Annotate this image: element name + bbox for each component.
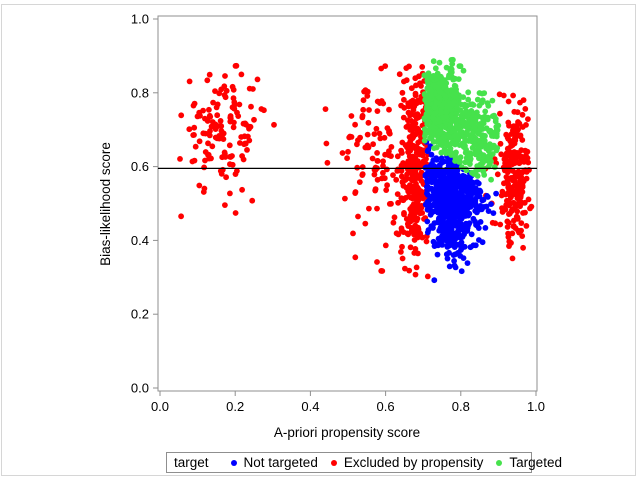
targeted-marker-dot [496, 459, 503, 466]
y-tick-label: 0.4 [131, 233, 149, 248]
points-not-targeted [422, 139, 499, 284]
x-tick-label: 1.0 [527, 399, 545, 414]
x-tick-label: 0.4 [301, 399, 319, 414]
legend-item-label: Excluded by propensity [343, 455, 484, 470]
x-axis-label: A-priori propensity score [274, 425, 420, 440]
legend-item-excluded-by-propensity: Excluded by propensity [330, 455, 484, 470]
legend-item-label: Targeted [509, 455, 562, 470]
y-axis-label: Bias-likelihood score [98, 142, 113, 266]
legend-item-targeted: Targeted [496, 455, 562, 470]
legend-item-label: Not targeted [243, 455, 318, 470]
legend-title: target [174, 455, 209, 470]
points-excluded-by-propensity [177, 62, 535, 280]
y-tick-label: 0.8 [131, 85, 149, 100]
y-tick-label: 1.0 [131, 12, 149, 27]
axis-ticks [153, 18, 537, 396]
y-tick-label: 0.6 [131, 159, 149, 174]
points-targeted [421, 56, 502, 183]
x-tick-label: 0.2 [226, 399, 244, 414]
legend: target Not targeted Excluded by propensi… [166, 452, 562, 473]
legend-item-not-targeted: Not targeted [230, 455, 318, 470]
axis-tick-labels: 0.0 0.2 0.4 0.6 0.8 1.0 0.0 0.2 0.4 0.6 0.8 1.0 [131, 12, 545, 415]
excluded-by-propensity-marker-dot [330, 459, 337, 466]
y-tick-label: 0.0 [131, 381, 149, 396]
x-tick-label: 0.6 [377, 399, 395, 414]
x-tick-label: 0.8 [452, 399, 470, 414]
not-targeted-marker-dot [230, 459, 237, 466]
x-tick-label: 0.0 [151, 399, 169, 414]
y-tick-label: 0.2 [131, 307, 149, 322]
